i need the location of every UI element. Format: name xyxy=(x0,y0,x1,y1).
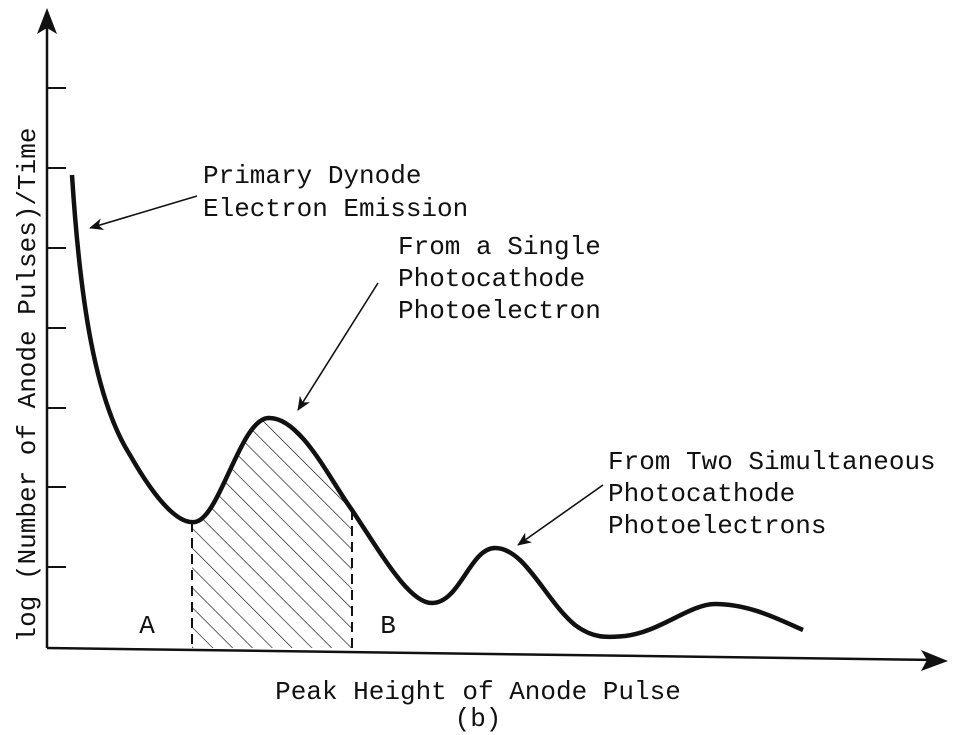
hatched-region xyxy=(192,400,352,648)
annotation: Photocathode xyxy=(608,479,795,509)
pointer xyxy=(517,484,604,546)
region-label: A xyxy=(139,611,155,641)
y-ticks xyxy=(47,87,66,568)
pointer xyxy=(89,195,198,231)
x-axis xyxy=(46,646,939,662)
annotation: Photocathode xyxy=(398,264,585,294)
region-label: B xyxy=(380,611,396,641)
annotation: From Two Simultaneous xyxy=(608,447,936,477)
caption: (b) xyxy=(455,704,502,734)
y-axis-label: log (Number of Anode Pulses)/Time xyxy=(13,128,43,643)
annotation: From a Single xyxy=(398,232,601,262)
pointer xyxy=(297,282,379,411)
x-arrow xyxy=(921,650,948,671)
y-arrow xyxy=(37,8,57,34)
annotation: Photoelectrons xyxy=(608,511,826,541)
annotation: Primary Dynode xyxy=(203,161,421,191)
spectrum-curve xyxy=(69,174,804,640)
annotation: Electron Emission xyxy=(203,194,468,224)
annotation: Photoelectron xyxy=(398,296,601,326)
x-axis-label: Peak Height of Anode Pulse xyxy=(275,677,681,707)
